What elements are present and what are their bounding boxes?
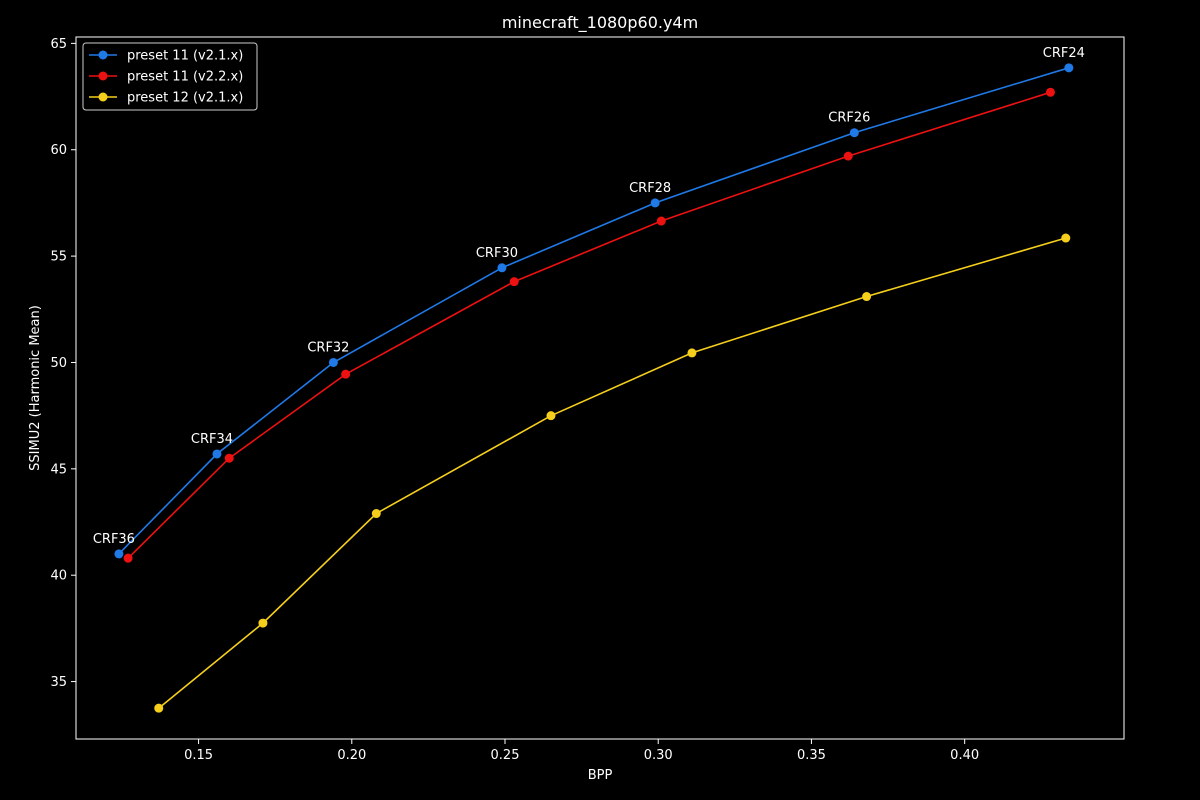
y-axis: 35 40 45 50 55 60 65 [50, 37, 76, 690]
x-axis: 0.15 0.20 0.25 0.30 0.35 0.40 [184, 739, 979, 763]
legend-marker [98, 71, 108, 81]
data-point [341, 369, 351, 379]
y-tick-label: 65 [50, 37, 67, 52]
data-point [650, 198, 660, 208]
crf-annotation: CRF32 [307, 340, 349, 355]
data-point [123, 553, 133, 563]
chart-title: minecraft_1080p60.y4m [502, 13, 698, 33]
data-point [1045, 87, 1055, 97]
data-point [1061, 233, 1071, 243]
y-tick-label: 60 [50, 143, 67, 158]
crf-annotation: CRF36 [93, 532, 135, 547]
data-point [371, 509, 381, 519]
series-line-2 [158, 237, 1067, 709]
y-tick-label: 50 [50, 356, 67, 371]
crf-annotation: CRF24 [1043, 46, 1085, 61]
data-point [509, 277, 519, 287]
data-point [154, 703, 164, 713]
legend-box [82, 42, 258, 111]
y-tick-label: 45 [50, 462, 67, 477]
data-point [212, 449, 222, 459]
data-point [546, 411, 556, 421]
data-point [1064, 63, 1074, 73]
crf-annotation: CRF34 [191, 432, 233, 447]
data-point [862, 292, 872, 302]
legend: preset 11 (v2.1.x) preset 11 (v2.2.x) pres… [82, 42, 258, 111]
y-tick-label: 35 [50, 675, 67, 690]
x-tick-label: 0.25 [491, 748, 520, 763]
data-point [328, 357, 338, 367]
y-tick-label: 55 [50, 250, 67, 265]
x-tick-label: 0.35 [797, 748, 826, 763]
x-tick-label: 0.40 [950, 748, 979, 763]
legend-marker [98, 50, 108, 60]
legend-label: preset 11 (v2.1.x) [127, 49, 243, 64]
data-point [687, 348, 697, 358]
y-tick-label: 40 [50, 569, 67, 584]
data-point [224, 453, 234, 463]
legend-label: preset 11 (v2.2.x) [127, 70, 243, 85]
crf-annotation: CRF30 [476, 246, 518, 261]
crf-annotation: CRF26 [828, 111, 870, 126]
series-line-0 [118, 67, 1070, 555]
data-point [843, 151, 853, 161]
x-axis-label: BPP [588, 768, 613, 783]
legend-marker [98, 92, 108, 102]
series-line-1 [127, 91, 1051, 559]
legend-label: preset 12 (v2.1.x) [127, 91, 243, 106]
data-point [497, 263, 507, 273]
y-axis-label: SSIMU2 (Harmonic Mean) [28, 305, 43, 471]
data-point [258, 618, 268, 628]
x-tick-label: 0.20 [337, 748, 366, 763]
data-point [656, 216, 666, 226]
x-tick-label: 0.30 [644, 748, 673, 763]
x-tick-label: 0.15 [184, 748, 213, 763]
data-point [114, 549, 124, 559]
data-point [849, 128, 859, 138]
plot-frame [75, 36, 1125, 740]
crf-annotation: CRF28 [629, 181, 671, 196]
